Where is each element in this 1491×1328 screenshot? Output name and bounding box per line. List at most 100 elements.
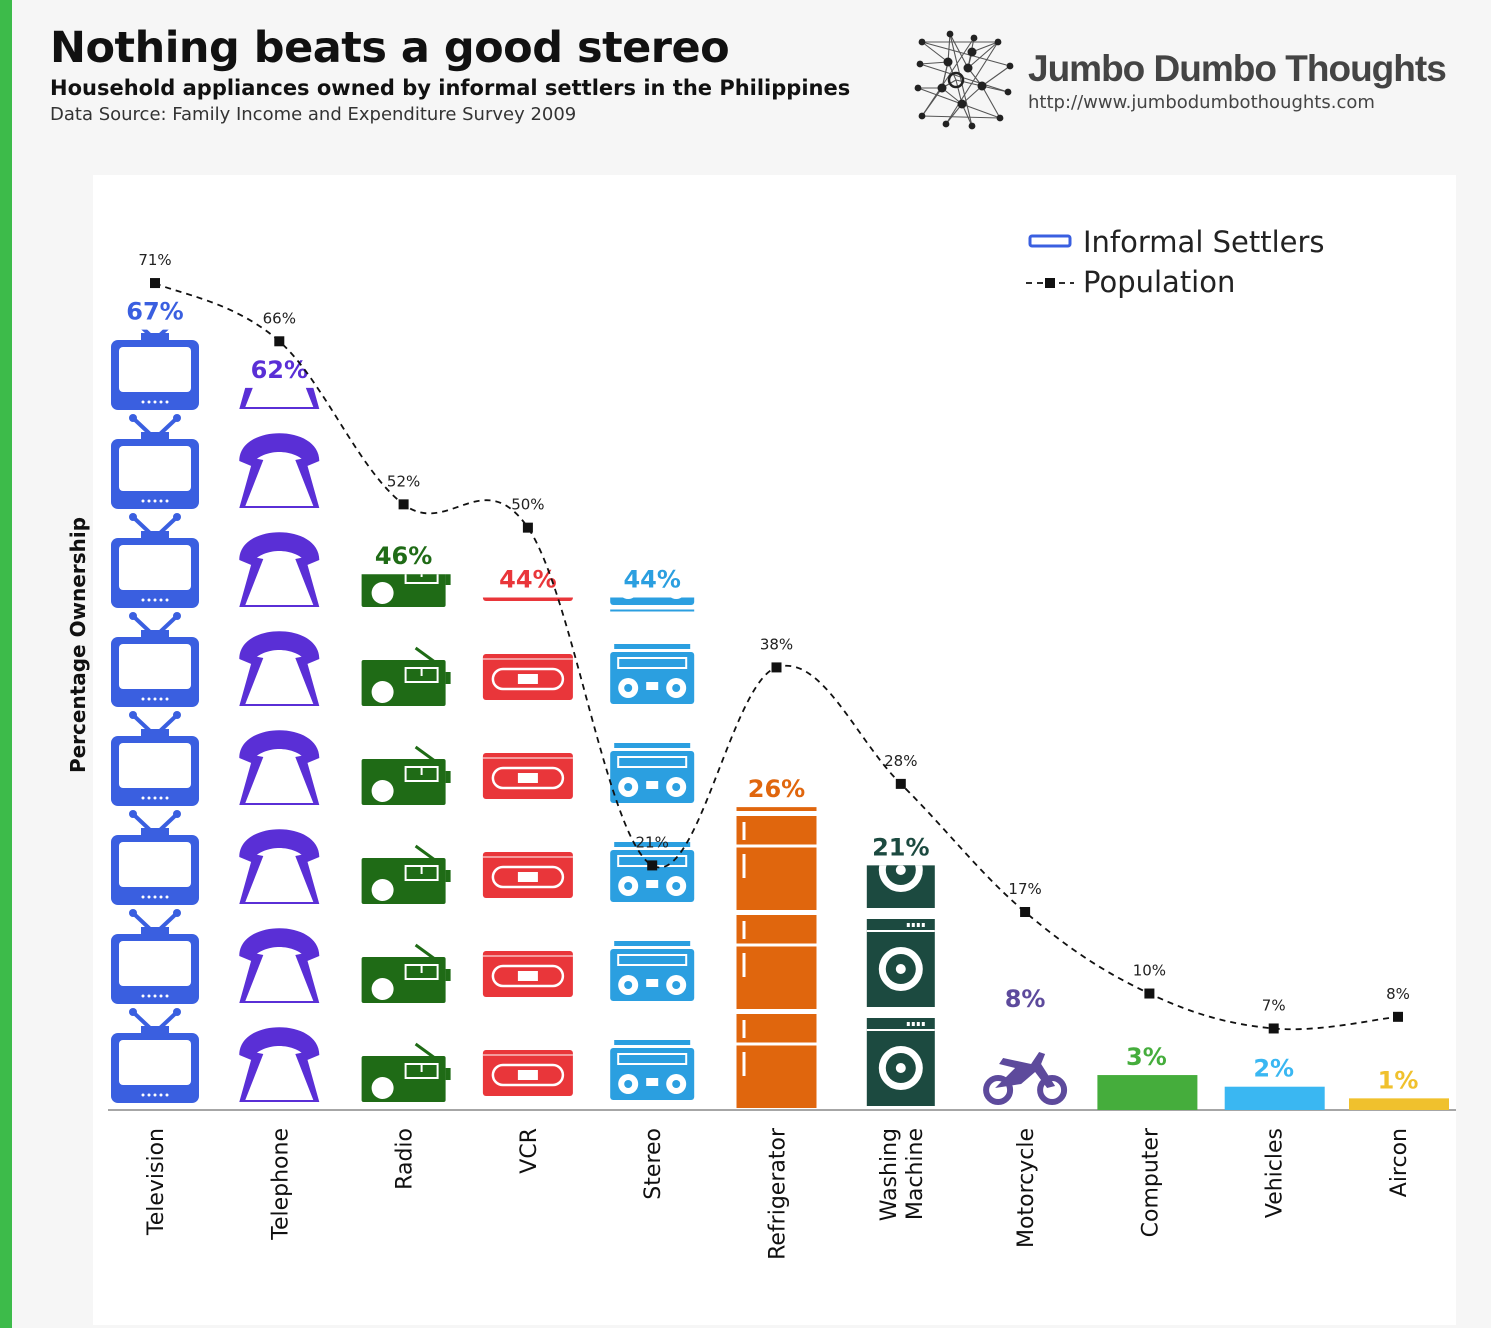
logo-node — [977, 81, 987, 91]
tv-icon — [111, 909, 199, 1004]
legend-settlers-label: Informal Settlers — [1083, 225, 1325, 259]
network-logo-icon — [914, 30, 1014, 130]
logo-node — [918, 112, 926, 120]
radio-icon — [361, 1042, 451, 1102]
logo-node — [918, 38, 926, 46]
logo-node — [996, 114, 1004, 122]
telephone-icon — [239, 928, 320, 1003]
chart: 67% 62% 46% 44% 44% 26% 21% 8% 3% 2% 1% 71% 66% 52% 50… — [108, 225, 1456, 1260]
y-axis-label: Percentage Ownership — [66, 516, 90, 774]
vcr-icon — [482, 597, 573, 601]
population-marker — [398, 499, 409, 510]
logo-link — [921, 115, 1001, 119]
bar-telephone — [239, 387, 320, 1102]
category-label: Motorcycle — [1014, 1128, 1039, 1248]
logo-link — [971, 41, 999, 53]
bar-rect — [1349, 1098, 1449, 1110]
logo-link — [919, 61, 949, 65]
logo-link — [949, 33, 973, 127]
logo-node — [943, 57, 953, 67]
vcr-icon — [482, 654, 573, 700]
telephone-icon — [239, 387, 320, 409]
category-label: Television — [144, 1128, 169, 1236]
logo-node — [968, 122, 976, 130]
settlers-value-label: 46% — [375, 542, 432, 570]
settlers-value-label: 8% — [1005, 985, 1046, 1013]
logo-node — [967, 47, 977, 57]
bar-computer — [1097, 1075, 1198, 1110]
refrigerator-icon — [736, 807, 817, 811]
logo-link — [921, 37, 975, 117]
logo-node — [937, 83, 947, 93]
bar-aircon — [1349, 1098, 1449, 1110]
settlers-value-label: 3% — [1126, 1043, 1167, 1071]
category-label: VCR — [517, 1128, 542, 1174]
logo-node — [994, 38, 1002, 46]
population-marker — [1144, 988, 1155, 999]
logo-link — [949, 33, 969, 69]
stereo-icon — [610, 1040, 695, 1100]
logo-link — [981, 85, 1001, 119]
stereo-icon — [610, 597, 695, 605]
category-label: Machine — [903, 1128, 928, 1220]
telephone-icon — [239, 1027, 320, 1102]
legend: Informal Settlers Population — [1026, 225, 1325, 299]
chart-area: 67% 62% 46% 44% 44% 26% 21% 8% 3% 2% 1% 71% 66% 52% 50… — [93, 175, 1456, 1325]
brand-url: http://www.jumbodumbothoughts.com — [1028, 92, 1375, 113]
tv-icon — [111, 329, 199, 410]
vcr-icon — [482, 1050, 573, 1096]
population-marker — [771, 662, 782, 673]
category-label: Computer — [1138, 1127, 1163, 1237]
tv-icon — [111, 612, 199, 707]
settlers-value-label: 67% — [126, 298, 183, 326]
bar-rect — [1224, 1086, 1325, 1110]
settlers-value-label: 2% — [1253, 1055, 1294, 1083]
logo-node — [946, 30, 954, 38]
header: Nothing beats a good stereo Household ap… — [50, 22, 910, 128]
logo-node — [970, 34, 978, 42]
telephone-icon — [239, 829, 320, 904]
logo-link — [921, 41, 1011, 67]
washing-machine-icon — [866, 919, 935, 1007]
legend-population-marker — [1045, 278, 1055, 288]
settlers-value-label: 26% — [748, 775, 805, 803]
population-marker — [1393, 1011, 1403, 1022]
tv-icon — [111, 414, 199, 509]
category-label: Aircon — [1387, 1128, 1412, 1197]
population-value-label: 8% — [1386, 985, 1410, 1003]
radio-icon — [361, 646, 451, 706]
radio-icon — [361, 574, 451, 607]
population-marker — [895, 778, 906, 789]
logo-node — [957, 99, 967, 109]
population-value-label: 50% — [511, 496, 544, 514]
category-label: Washing — [877, 1128, 902, 1221]
population-value-label: 28% — [884, 752, 917, 770]
telephone-icon — [239, 532, 320, 607]
population-value-label: 38% — [760, 635, 793, 653]
population-value-label: 52% — [387, 472, 420, 490]
stereo-icon — [610, 743, 695, 803]
logo-node — [963, 63, 973, 73]
vcr-icon — [482, 753, 573, 799]
vcr-icon — [482, 852, 573, 898]
stereo-icon — [610, 644, 695, 704]
tv-icon — [111, 1008, 199, 1103]
settlers-value-label: 44% — [623, 566, 680, 594]
legend-settlers-swatch — [1028, 234, 1072, 248]
data-source: Data Source: Family Income and Expenditu… — [50, 104, 577, 125]
category-label: Refrigerator — [766, 1127, 791, 1260]
logo-node — [916, 60, 924, 68]
washing-machine-icon — [866, 1018, 935, 1106]
telephone-icon — [239, 631, 320, 706]
logo-link — [947, 33, 951, 63]
motorcycle-icon — [983, 1052, 1068, 1105]
legend-population-label: Population — [1083, 265, 1235, 299]
bar-refrigerator — [736, 807, 817, 1108]
settlers-value-label: 1% — [1378, 1066, 1419, 1094]
bar-stereo — [610, 597, 695, 1100]
population-marker — [522, 522, 533, 533]
logo-node — [1004, 88, 1012, 96]
category-label: Telephone — [268, 1128, 293, 1241]
brand: Jumbo Dumbo Thoughts http://www.jumbodum… — [912, 28, 1452, 132]
refrigerator-icon — [736, 816, 817, 910]
